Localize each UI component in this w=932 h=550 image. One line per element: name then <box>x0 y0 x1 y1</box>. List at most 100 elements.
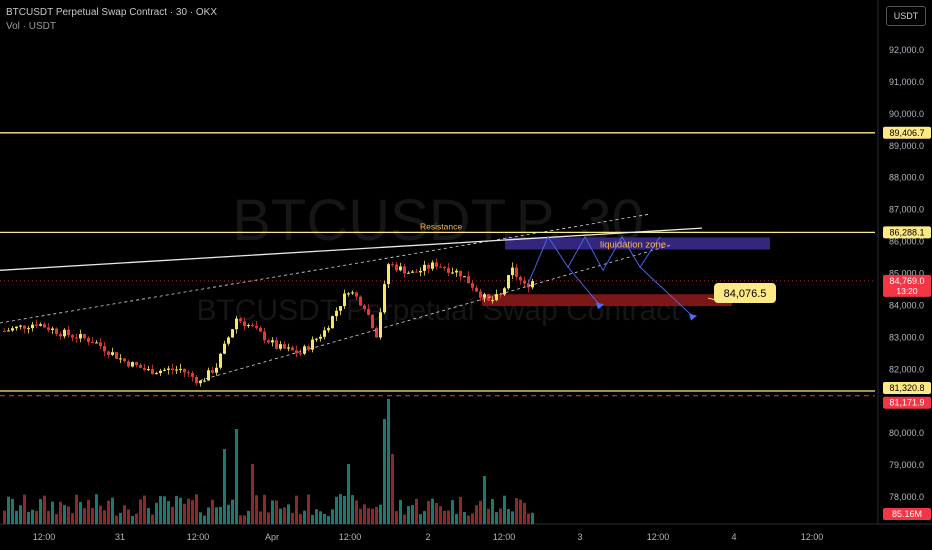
candle-body <box>363 305 366 310</box>
volume-bar <box>323 513 326 524</box>
channel-upper-line <box>0 214 649 324</box>
candle-body <box>335 310 338 317</box>
candle-body <box>27 328 30 330</box>
volume-bar <box>291 512 294 524</box>
candle-body <box>79 334 82 339</box>
time-tick: 2 <box>425 532 430 542</box>
candle-body <box>255 325 258 328</box>
volume-bar <box>423 510 426 524</box>
candle-body <box>267 340 270 343</box>
volume-bar <box>183 503 186 524</box>
currency-button[interactable]: USDT <box>886 6 926 26</box>
candle-body <box>439 266 442 268</box>
candle-body <box>183 368 186 373</box>
candle-body <box>239 318 242 322</box>
volume-bar <box>247 510 250 524</box>
candle-body <box>203 380 206 382</box>
price-label-badge <box>883 126 931 139</box>
volume-bar <box>527 513 530 524</box>
candle-body <box>23 325 26 329</box>
candle-body <box>99 342 102 347</box>
price-label-badge <box>883 381 931 394</box>
volume-bar <box>507 509 510 524</box>
candle-body <box>167 368 170 370</box>
price-label-badge <box>883 508 931 520</box>
candle-body <box>411 271 414 273</box>
volume-bar <box>495 512 498 524</box>
candle-body <box>139 365 142 368</box>
volume-bar <box>235 429 238 524</box>
volume-bar <box>227 504 230 524</box>
channel-lower-line <box>199 244 673 381</box>
candle-body <box>107 351 110 355</box>
liquidation-zone-label: liquidation zone <box>600 239 666 250</box>
volume-bar <box>255 495 258 524</box>
candle-body <box>127 361 130 367</box>
volume-bar <box>303 510 306 524</box>
price-tick: 91,000.0 <box>889 77 924 87</box>
volume-bar <box>91 508 94 524</box>
candle-body <box>119 358 122 360</box>
price-tick: 90,000.0 <box>889 109 924 119</box>
volume-bar <box>479 500 482 524</box>
volume-bar <box>327 515 330 524</box>
candle-body <box>323 330 326 337</box>
volume-bar <box>283 507 286 524</box>
liquidation-zone <box>505 237 770 250</box>
candle-body <box>43 324 46 328</box>
candle-body <box>527 283 530 288</box>
candle-body <box>159 370 162 374</box>
price-tick: 87,000.0 <box>889 205 924 215</box>
candle-body <box>403 266 406 274</box>
candle-body <box>523 280 526 284</box>
volume-bar <box>31 509 34 524</box>
volume-bar <box>251 464 254 524</box>
candle-body <box>63 329 66 337</box>
candle-body <box>211 370 214 373</box>
volume-bar <box>471 513 474 524</box>
candle-body <box>399 266 402 271</box>
candle-body <box>135 362 138 366</box>
candle-body <box>11 328 14 331</box>
candle-body <box>331 316 334 329</box>
volume-bar <box>419 514 422 524</box>
candle-body <box>271 340 274 343</box>
volume-bar <box>175 495 178 524</box>
volume-bar <box>123 505 126 524</box>
volume-bar <box>395 511 398 524</box>
volume-bar <box>411 505 414 524</box>
volume-bar <box>415 498 418 524</box>
price-tick: 79,000.0 <box>889 460 924 470</box>
price-tick: 85,000.0 <box>889 269 924 279</box>
horizontal-lines <box>0 132 875 397</box>
price-label-badge <box>883 274 931 297</box>
volume-bar <box>263 494 266 524</box>
candle-body <box>91 341 94 343</box>
candle-body <box>531 281 534 288</box>
candle-body <box>391 264 394 266</box>
callout-price: 84,076.5 <box>724 288 767 300</box>
volume-bar <box>467 515 470 524</box>
volume-bar <box>347 464 350 524</box>
volume-bar <box>159 496 162 524</box>
candle-body <box>379 312 382 338</box>
candle-body <box>307 346 310 350</box>
candle-body <box>67 329 70 336</box>
volume-bar <box>431 498 434 524</box>
candle-body <box>463 276 466 278</box>
price-label-badge <box>883 396 931 409</box>
candle-body <box>111 352 114 355</box>
volume-bar <box>203 515 206 524</box>
candle-body <box>31 324 34 329</box>
demand-zone <box>482 294 732 307</box>
candle-body <box>215 367 218 373</box>
volume-bar <box>7 496 10 524</box>
volume-bar <box>375 506 378 524</box>
candle-body <box>319 336 322 339</box>
candle-body <box>123 358 126 362</box>
volume-bar <box>139 499 142 524</box>
time-axis: 12:00 31 12:00 Apr 12:00 2 12:00 3 12:00 4 12:00 <box>33 532 824 542</box>
price-tick: 78,000.0 <box>889 492 924 502</box>
